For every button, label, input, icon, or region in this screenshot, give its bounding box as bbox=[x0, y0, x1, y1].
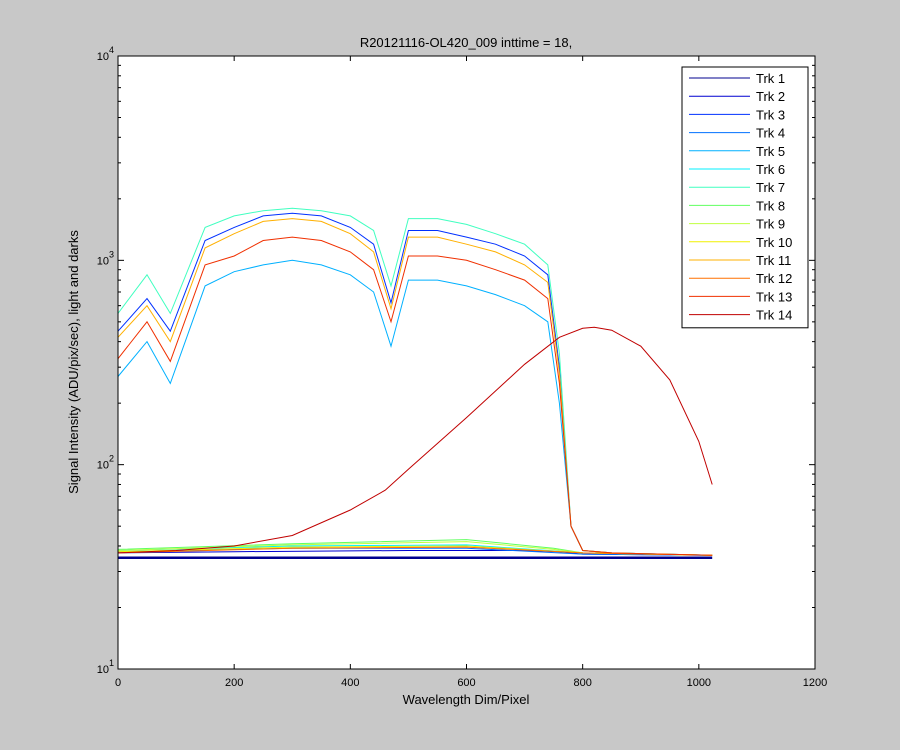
legend-item: Trk 5 bbox=[689, 144, 785, 159]
x-tick-label: 800 bbox=[573, 677, 591, 689]
legend-label: Trk 8 bbox=[756, 198, 785, 213]
legend-label: Trk 3 bbox=[756, 107, 785, 122]
legend-label: Trk 13 bbox=[756, 289, 792, 304]
series-lines bbox=[117, 207, 713, 560]
y-tick-exponent: 4 bbox=[109, 45, 114, 55]
y-tick-label: 104 bbox=[97, 45, 114, 63]
x-tick-label: 600 bbox=[457, 677, 475, 689]
legend-label: Trk 7 bbox=[756, 180, 785, 195]
legend-item: Trk 2 bbox=[689, 89, 785, 104]
legend-item: Trk 10 bbox=[689, 235, 792, 250]
x-tick-label: 1200 bbox=[803, 677, 827, 689]
legend-label: Trk 11 bbox=[756, 253, 791, 268]
x-tick-label: 0 bbox=[115, 677, 121, 689]
legend-item: Trk 4 bbox=[689, 126, 785, 141]
legend: Trk 1 Trk 2 Trk 3 Trk 4 Trk 5 Trk 6 Trk 7 Trk 8… bbox=[681, 66, 809, 329]
chart-title: R20121116-OL420_009 inttime = 18, bbox=[360, 35, 572, 50]
y-tick-label: 101 bbox=[97, 658, 114, 676]
y-axis-label: Signal Intensity (ADU/pix/sec), light an… bbox=[66, 230, 81, 494]
y-tick-base: 10 bbox=[97, 51, 109, 63]
legend-item: Trk 7 bbox=[689, 180, 785, 195]
legend-label: Trk 10 bbox=[756, 235, 792, 250]
legend-label: Trk 5 bbox=[756, 144, 785, 159]
legend-label: Trk 6 bbox=[756, 162, 785, 177]
legend-item: Trk 12 bbox=[689, 271, 792, 286]
legend-item: Trk 8 bbox=[689, 198, 785, 213]
legend-label: Trk 4 bbox=[756, 126, 785, 141]
series-line-trk-14 bbox=[117, 326, 713, 554]
x-tick-label: 400 bbox=[341, 677, 359, 689]
y-tick-base: 10 bbox=[97, 664, 109, 676]
x-tick-label: 1000 bbox=[687, 677, 711, 689]
legend-label: Trk 1 bbox=[756, 71, 785, 86]
legend-label: Trk 12 bbox=[756, 271, 792, 286]
plot-frame bbox=[117, 55, 816, 670]
series-line-trk-7 bbox=[117, 207, 713, 556]
y-tick-label: 103 bbox=[97, 249, 114, 267]
legend-label: Trk 9 bbox=[756, 217, 785, 232]
legend-box bbox=[681, 66, 809, 329]
legend-item: Trk 6 bbox=[689, 162, 785, 177]
legend-item: Trk 14 bbox=[689, 308, 792, 323]
x-tick-label: 200 bbox=[225, 677, 243, 689]
y-tick-label: 102 bbox=[97, 454, 114, 472]
legend-label: Trk 2 bbox=[756, 89, 785, 104]
y-tick-base: 10 bbox=[97, 460, 109, 472]
x-axis-label: Wavelength Dim/Pixel bbox=[403, 692, 530, 707]
legend-item: Trk 11 bbox=[689, 253, 791, 268]
series-line-trk-5 bbox=[117, 259, 713, 556]
legend-item: Trk 9 bbox=[689, 217, 785, 232]
y-tick-base: 10 bbox=[97, 255, 109, 267]
y-tick-exponent: 2 bbox=[109, 454, 114, 464]
y-tick-exponent: 3 bbox=[109, 249, 114, 259]
legend-item: Trk 13 bbox=[689, 289, 792, 304]
legend-label: Trk 14 bbox=[756, 308, 792, 323]
series-line-trk-13 bbox=[117, 236, 713, 556]
legend-item: Trk 1 bbox=[689, 71, 785, 86]
y-tick-exponent: 1 bbox=[109, 658, 114, 668]
legend-item: Trk 3 bbox=[689, 107, 785, 122]
